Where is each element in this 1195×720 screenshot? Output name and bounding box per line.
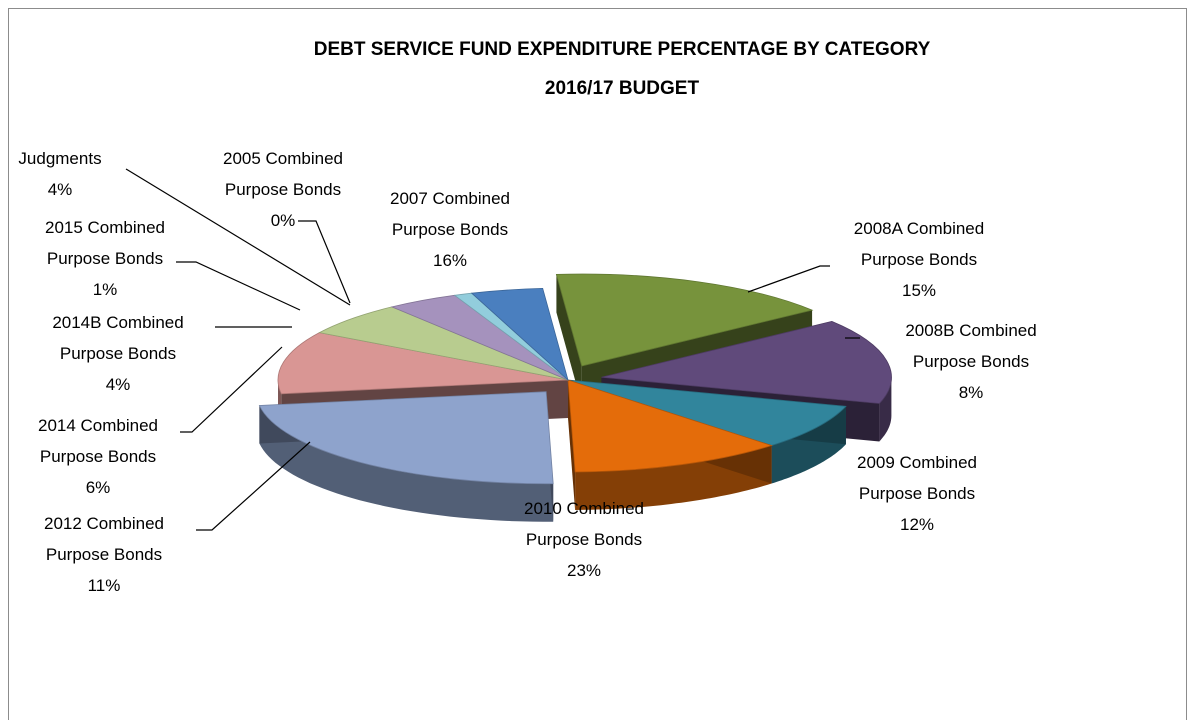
pie-slice: [601, 320, 892, 404]
slice-label: 2007 Combined Purpose Bonds 16%: [390, 189, 510, 270]
pie-slice: [277, 332, 569, 395]
slice-label: 2005 Combined Purpose Bonds 0%: [223, 149, 343, 230]
pie-slice: [258, 391, 554, 485]
leader-line: [180, 346, 283, 433]
leader-line: [176, 261, 301, 311]
leader-line: [196, 441, 311, 531]
slice-label: 2012 Combined Purpose Bonds 11%: [44, 514, 164, 595]
pie-slice: [470, 287, 569, 382]
slice-cut-face: [556, 274, 582, 405]
leader-line: [298, 220, 351, 304]
slice-label: Judgments 4%: [18, 149, 101, 199]
slice-label: 2010 Combined Purpose Bonds 23%: [524, 499, 644, 580]
slice-side-wall: [879, 375, 892, 442]
pie-slice: [555, 273, 814, 367]
chart-title: DEBT SERVICE FUND EXPENDITURE PERCENTAGE…: [314, 39, 931, 60]
slice-side-wall: [259, 405, 554, 522]
pie-slices: [258, 273, 892, 522]
chart-subtitle: 2016/17 BUDGET: [545, 78, 700, 99]
slice-cut-face: [568, 380, 576, 510]
slice-label: 2009 Combined Purpose Bonds 12%: [857, 453, 977, 534]
slice-label: 2015 Combined Purpose Bonds 1%: [45, 218, 165, 299]
leader-lines: [125, 168, 860, 531]
slice-label: 2014 Combined Purpose Bonds 6%: [38, 416, 158, 497]
slice-label: 2014B Combined Purpose Bonds 4%: [52, 313, 183, 394]
pie-slice: [567, 379, 773, 473]
leader-line: [747, 265, 830, 293]
slice-label: 2008A Combined Purpose Bonds 15%: [854, 219, 984, 300]
pie-slice: [567, 379, 847, 446]
slice-labels: Judgments 4% 2005 Combined Purpose Bonds 0% 2…: [18, 149, 1036, 595]
leader-line: [125, 168, 351, 306]
slice-label: 2008B Combined Purpose Bonds 8%: [905, 321, 1036, 402]
